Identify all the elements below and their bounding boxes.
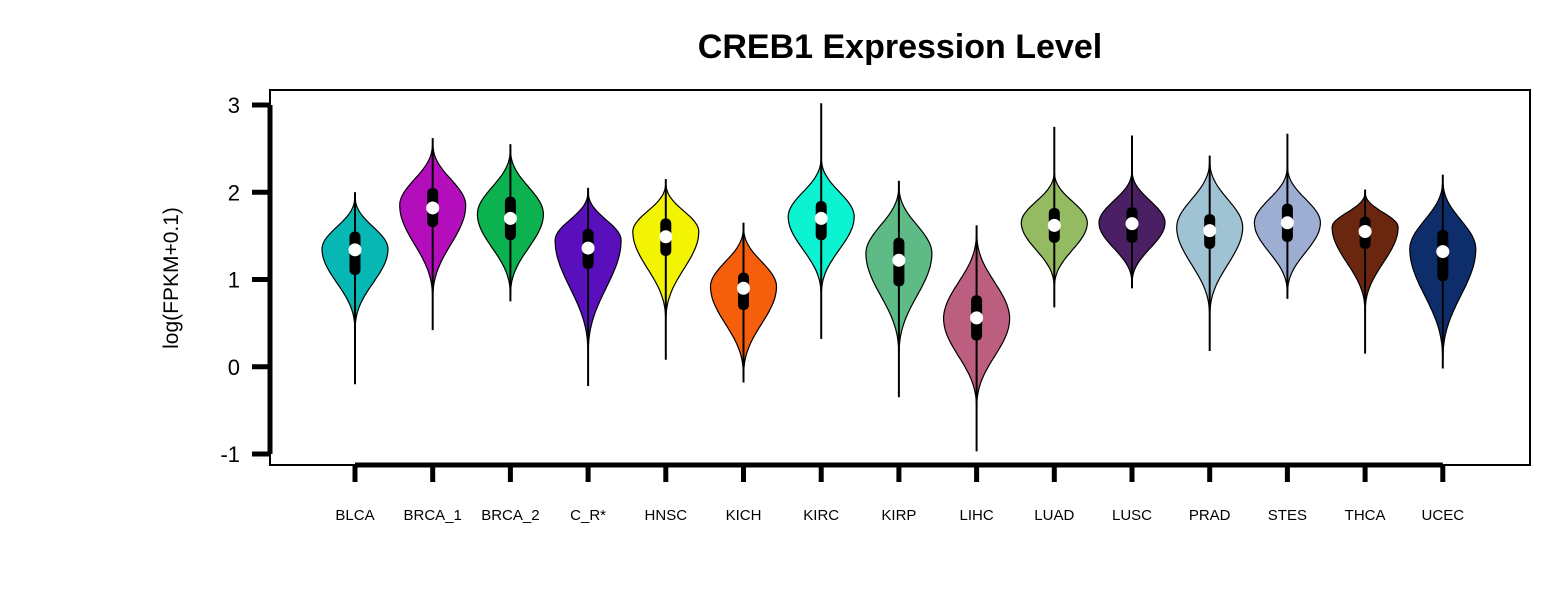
y-axis: -1 0 1 2 3 bbox=[220, 93, 273, 467]
violin-prad bbox=[1176, 155, 1244, 352]
violin-median-point bbox=[1047, 218, 1061, 232]
violin-kirc bbox=[787, 103, 855, 339]
x-tick-label: BLCA bbox=[335, 507, 374, 524]
violin-median-point bbox=[426, 201, 440, 215]
y-tick-label: 1 bbox=[228, 268, 240, 293]
violin-median-point bbox=[581, 241, 595, 255]
violin-hnsc bbox=[632, 179, 700, 360]
violin-median-point bbox=[1203, 224, 1217, 238]
x-axis: BLCA BRCA_1 BRCA_2 C_R* HNSC KICH KIRC KIRP LIHC… bbox=[335, 462, 1465, 524]
x-tick-label: KIRC bbox=[803, 507, 839, 524]
y-tick-label: 2 bbox=[228, 180, 240, 205]
y-tick-label: 3 bbox=[228, 93, 240, 118]
y-axis-label: log(FPKM+0.1) bbox=[160, 207, 183, 349]
violin-kich bbox=[709, 222, 778, 383]
x-tick-label: LIHC bbox=[960, 507, 994, 524]
violin-median-point bbox=[1436, 245, 1450, 259]
violin-median-point bbox=[659, 230, 673, 244]
violin-thca bbox=[1331, 189, 1399, 354]
x-tick-label: PRAD bbox=[1189, 507, 1231, 524]
violins bbox=[321, 103, 1477, 452]
violin-median-point bbox=[503, 211, 517, 225]
x-tick-label: LUSC bbox=[1112, 507, 1152, 524]
violin-median-point bbox=[892, 253, 906, 267]
violin-brca-1 bbox=[399, 138, 467, 331]
x-tick-label: UCEC bbox=[1422, 507, 1465, 524]
x-tick-label: HNSC bbox=[645, 507, 688, 524]
violin-median-point bbox=[1358, 225, 1372, 239]
violin-median-point bbox=[814, 211, 828, 225]
x-tick-label: BRCA_1 bbox=[404, 507, 462, 524]
violin-median-point bbox=[1280, 216, 1294, 230]
x-tick-label: C_R* bbox=[570, 507, 606, 524]
violin-median-point bbox=[970, 311, 984, 325]
violin-brca-2 bbox=[476, 144, 545, 302]
y-tick-label: 0 bbox=[228, 355, 240, 380]
violin-blca bbox=[321, 192, 389, 385]
violin-ucec bbox=[1409, 174, 1477, 369]
x-tick-label: STES bbox=[1268, 507, 1307, 524]
x-tick-label: LUAD bbox=[1034, 507, 1074, 524]
violin-luad bbox=[1020, 126, 1088, 308]
violin-lihc bbox=[943, 225, 1011, 452]
x-tick-label: THCA bbox=[1345, 507, 1386, 524]
x-tick-label: BRCA_2 bbox=[481, 507, 539, 524]
y-tick-label: -1 bbox=[220, 442, 240, 467]
violin-stes bbox=[1253, 133, 1322, 299]
violin-lusc bbox=[1098, 135, 1166, 289]
violin-median-point bbox=[348, 243, 362, 257]
violin-median-point bbox=[1125, 217, 1139, 231]
violin-kirp bbox=[865, 180, 933, 398]
chart-title: CREB1 Expression Level bbox=[698, 28, 1102, 66]
violin-c-r- bbox=[554, 187, 622, 386]
x-tick-label: KIRP bbox=[881, 507, 916, 524]
x-tick-label: KICH bbox=[726, 507, 762, 524]
violin-median-point bbox=[737, 281, 750, 295]
